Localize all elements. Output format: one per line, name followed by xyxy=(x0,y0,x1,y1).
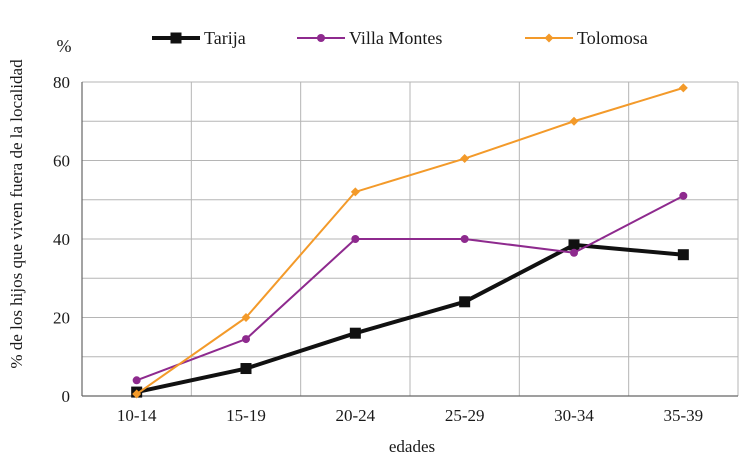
y-tick-label: 40 xyxy=(53,230,70,249)
legend-marker-villa-montes xyxy=(317,34,325,42)
data-point-tolomosa xyxy=(678,83,688,93)
data-point-villa-montes xyxy=(570,248,578,257)
x-tick-label: 20-24 xyxy=(335,406,375,425)
data-point-tolomosa xyxy=(350,187,360,197)
series-line-villa-montes xyxy=(136,194,684,382)
data-point-villa-montes xyxy=(351,235,360,243)
data-point-tarija xyxy=(568,239,580,251)
x-axis-title: edades xyxy=(389,437,435,456)
data-point-tarija xyxy=(677,249,689,261)
data-point-tolomosa xyxy=(569,116,579,126)
data-point-villa-montes xyxy=(460,235,469,243)
y-tick-label: 0 xyxy=(62,387,71,406)
x-tick-label: 25-29 xyxy=(445,406,485,425)
y-tick-label: 20 xyxy=(53,309,70,328)
y-axis-title: % de los hijos que viven fuera de la loc… xyxy=(7,59,26,369)
legend: Tarija Villa Montes Tolomosa xyxy=(152,28,648,48)
x-tick-label: 10-14 xyxy=(117,406,157,425)
legend-label-tolomosa: Tolomosa xyxy=(577,28,648,48)
legend-item-villa-montes: Villa Montes xyxy=(297,28,442,48)
legend-item-tolomosa: Tolomosa xyxy=(525,28,648,48)
data-point-tarija xyxy=(349,327,361,339)
legend-marker-tolomosa xyxy=(544,33,554,43)
legend-label-tarija: Tarija xyxy=(204,28,246,48)
y-unit-label: % xyxy=(57,36,72,56)
x-tick-label: 30-34 xyxy=(554,406,594,425)
x-tick-label: 35-39 xyxy=(663,406,703,425)
y-tick-label: 60 xyxy=(53,152,70,171)
y-tick-label: 80 xyxy=(53,73,70,92)
data-point-villa-montes xyxy=(242,335,250,344)
axes xyxy=(81,82,738,397)
x-tick-label: 15-19 xyxy=(226,406,266,425)
data-point-villa-montes xyxy=(679,191,688,200)
data-point-tarija xyxy=(240,363,252,375)
data-point-tolomosa xyxy=(132,389,142,399)
data-point-tolomosa xyxy=(460,154,470,164)
series-tolomosa xyxy=(132,83,688,399)
data-point-tarija xyxy=(459,296,471,308)
data-point-tolomosa xyxy=(241,313,251,322)
legend-item-tarija: Tarija xyxy=(152,28,246,48)
series-villa-montes xyxy=(132,191,688,385)
series-line-tarija xyxy=(136,242,684,395)
series-line-tolomosa xyxy=(136,86,684,395)
legend-label-villa-montes: Villa Montes xyxy=(349,28,442,48)
legend-marker-tarija xyxy=(170,32,182,44)
series-layer xyxy=(131,83,689,399)
tick-labels: 0 20 40 60 80 10-14 15-19 20-24 25-29 30-34 35-39 xyxy=(53,73,703,425)
data-point-villa-montes xyxy=(132,376,141,385)
